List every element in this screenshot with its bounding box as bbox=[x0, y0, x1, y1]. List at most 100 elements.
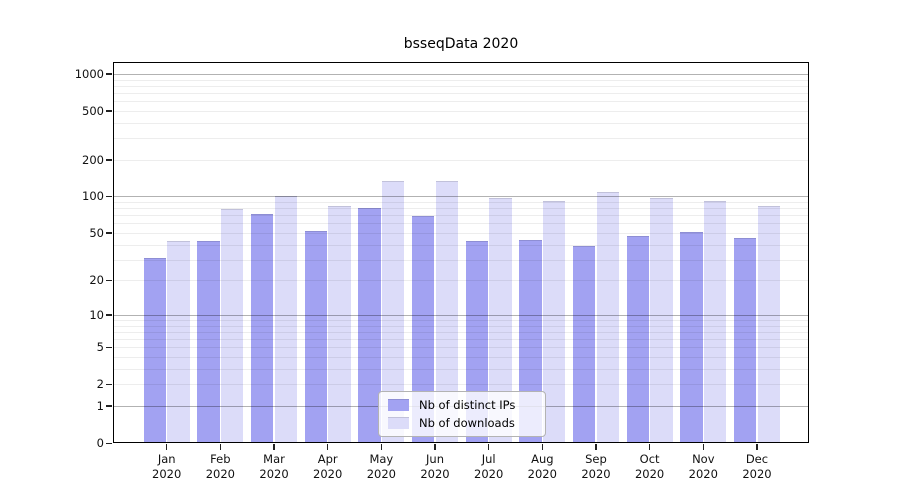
legend-swatch-distinct-ips bbox=[388, 399, 409, 412]
gridline-minor bbox=[113, 320, 809, 321]
gridline-major bbox=[113, 196, 809, 198]
x-tick-month: Jan bbox=[157, 452, 176, 466]
x-tick-month: May bbox=[369, 452, 394, 466]
y-tick-mark bbox=[106, 73, 112, 75]
x-tick-label: Jan 2020 bbox=[137, 452, 197, 481]
gridline-minor bbox=[113, 202, 809, 204]
x-tick-month: Jul bbox=[481, 452, 496, 466]
y-tick-mark bbox=[106, 314, 112, 316]
legend: Nb of distinct IPs Nb of downloads bbox=[378, 391, 546, 437]
x-tick-mark bbox=[434, 444, 436, 450]
gridline-minor bbox=[113, 347, 809, 349]
y-tick-mark bbox=[106, 110, 112, 112]
y-tick-label: 100 bbox=[82, 189, 104, 204]
bar-downloads-aug bbox=[543, 200, 566, 443]
x-tick-mark bbox=[165, 444, 168, 450]
bar-downloads-jul bbox=[489, 197, 512, 443]
chart-title: bsseqData 2020 bbox=[403, 36, 519, 52]
gridline-minor bbox=[113, 122, 809, 124]
x-tick-month: Nov bbox=[692, 452, 715, 466]
bar-distinct-ips-mar bbox=[251, 213, 274, 443]
x-tick-month: Mar bbox=[263, 452, 285, 466]
x-tick-month: Sep bbox=[585, 452, 607, 466]
gridline-minor bbox=[113, 232, 809, 234]
x-tick-mark bbox=[326, 444, 329, 450]
y-tick-label: 1000 bbox=[74, 66, 104, 81]
bar-downloads-oct bbox=[650, 198, 673, 443]
gridline-major bbox=[113, 314, 809, 316]
x-tick-label: Apr 2020 bbox=[298, 452, 358, 481]
x-tick-mark bbox=[648, 444, 651, 450]
legend-item: Nb of distinct IPs bbox=[388, 398, 536, 412]
bar-distinct-ips-nov bbox=[680, 231, 703, 443]
x-tick-label: Aug 2020 bbox=[512, 452, 572, 481]
y-tick-label: 1 bbox=[96, 398, 104, 413]
x-tick-year: 2020 bbox=[688, 466, 718, 481]
bar-distinct-ips-jun bbox=[412, 216, 435, 443]
x-tick-mark bbox=[702, 444, 705, 450]
x-tick-label: Feb 2020 bbox=[190, 452, 250, 481]
gridline-minor bbox=[113, 357, 809, 359]
gridline-minor bbox=[113, 259, 809, 261]
gridline-minor bbox=[113, 368, 809, 370]
bar-downloads-jan bbox=[167, 240, 190, 443]
legend-item: Nb of downloads bbox=[388, 416, 536, 430]
x-tick-mark bbox=[595, 444, 597, 450]
x-tick-year: 2020 bbox=[420, 466, 450, 481]
y-tick-label: 5 bbox=[96, 340, 104, 355]
x-tick-mark bbox=[756, 444, 758, 450]
gridline-minor bbox=[113, 215, 809, 217]
y-tick-mark bbox=[106, 195, 112, 198]
x-tick-mark bbox=[487, 444, 490, 450]
x-tick-label: Oct 2020 bbox=[620, 452, 680, 481]
x-tick-year: 2020 bbox=[527, 466, 557, 481]
x-tick-month: Jun bbox=[426, 452, 444, 466]
x-tick-month: Aug bbox=[531, 452, 554, 466]
y-tick-mark bbox=[106, 279, 112, 282]
y-tick-label: 10 bbox=[89, 307, 104, 322]
gridline-minor bbox=[113, 138, 809, 140]
y-tick-mark bbox=[106, 346, 112, 349]
bar-distinct-ips-sep bbox=[572, 245, 596, 443]
bar-downloads-jun bbox=[435, 180, 458, 443]
gridline-minor bbox=[113, 92, 809, 94]
y-tick-mark bbox=[106, 232, 112, 234]
x-tick-label: Nov 2020 bbox=[673, 452, 733, 481]
x-tick-mark bbox=[273, 444, 275, 450]
bar-distinct-ips-oct bbox=[626, 236, 649, 443]
gridline-minor bbox=[113, 339, 809, 341]
x-tick-mark bbox=[541, 444, 544, 450]
x-tick-year: 2020 bbox=[742, 466, 772, 481]
gridline-minor bbox=[113, 101, 809, 103]
x-tick-mark bbox=[380, 444, 383, 450]
bar-distinct-ips-dec bbox=[733, 238, 757, 443]
x-tick-month: Feb bbox=[210, 452, 231, 466]
gridline-major bbox=[113, 73, 809, 75]
bar-distinct-ips-jan bbox=[143, 257, 166, 443]
gridline-minor bbox=[113, 79, 809, 81]
x-tick-label: Jul 2020 bbox=[459, 452, 519, 481]
y-tick-label: 500 bbox=[82, 103, 104, 118]
x-tick-year: 2020 bbox=[366, 466, 396, 481]
y-tick-label: 20 bbox=[89, 273, 104, 288]
y-tick-label: 2 bbox=[96, 377, 104, 392]
x-tick-year: 2020 bbox=[259, 466, 289, 481]
x-tick-label: May 2020 bbox=[351, 452, 411, 481]
x-tick-label: Mar 2020 bbox=[244, 452, 304, 481]
x-tick-month: Apr bbox=[317, 452, 338, 466]
y-tick-mark bbox=[106, 442, 112, 444]
x-tick-year: 2020 bbox=[474, 466, 504, 481]
y-tick-label: 200 bbox=[82, 152, 104, 167]
y-tick-mark bbox=[106, 383, 112, 386]
gridline-minor bbox=[113, 280, 809, 282]
x-tick-year: 2020 bbox=[634, 466, 665, 481]
y-tick-mark bbox=[106, 405, 112, 407]
x-tick-year: 2020 bbox=[205, 466, 235, 481]
y-tick-label: 0 bbox=[96, 436, 104, 450]
bar-distinct-ips-may bbox=[358, 207, 381, 443]
bar-downloads-sep bbox=[596, 192, 619, 443]
y-tick-mark bbox=[106, 159, 112, 161]
bar-distinct-ips-feb bbox=[197, 240, 220, 443]
gridline-minor bbox=[113, 384, 809, 386]
